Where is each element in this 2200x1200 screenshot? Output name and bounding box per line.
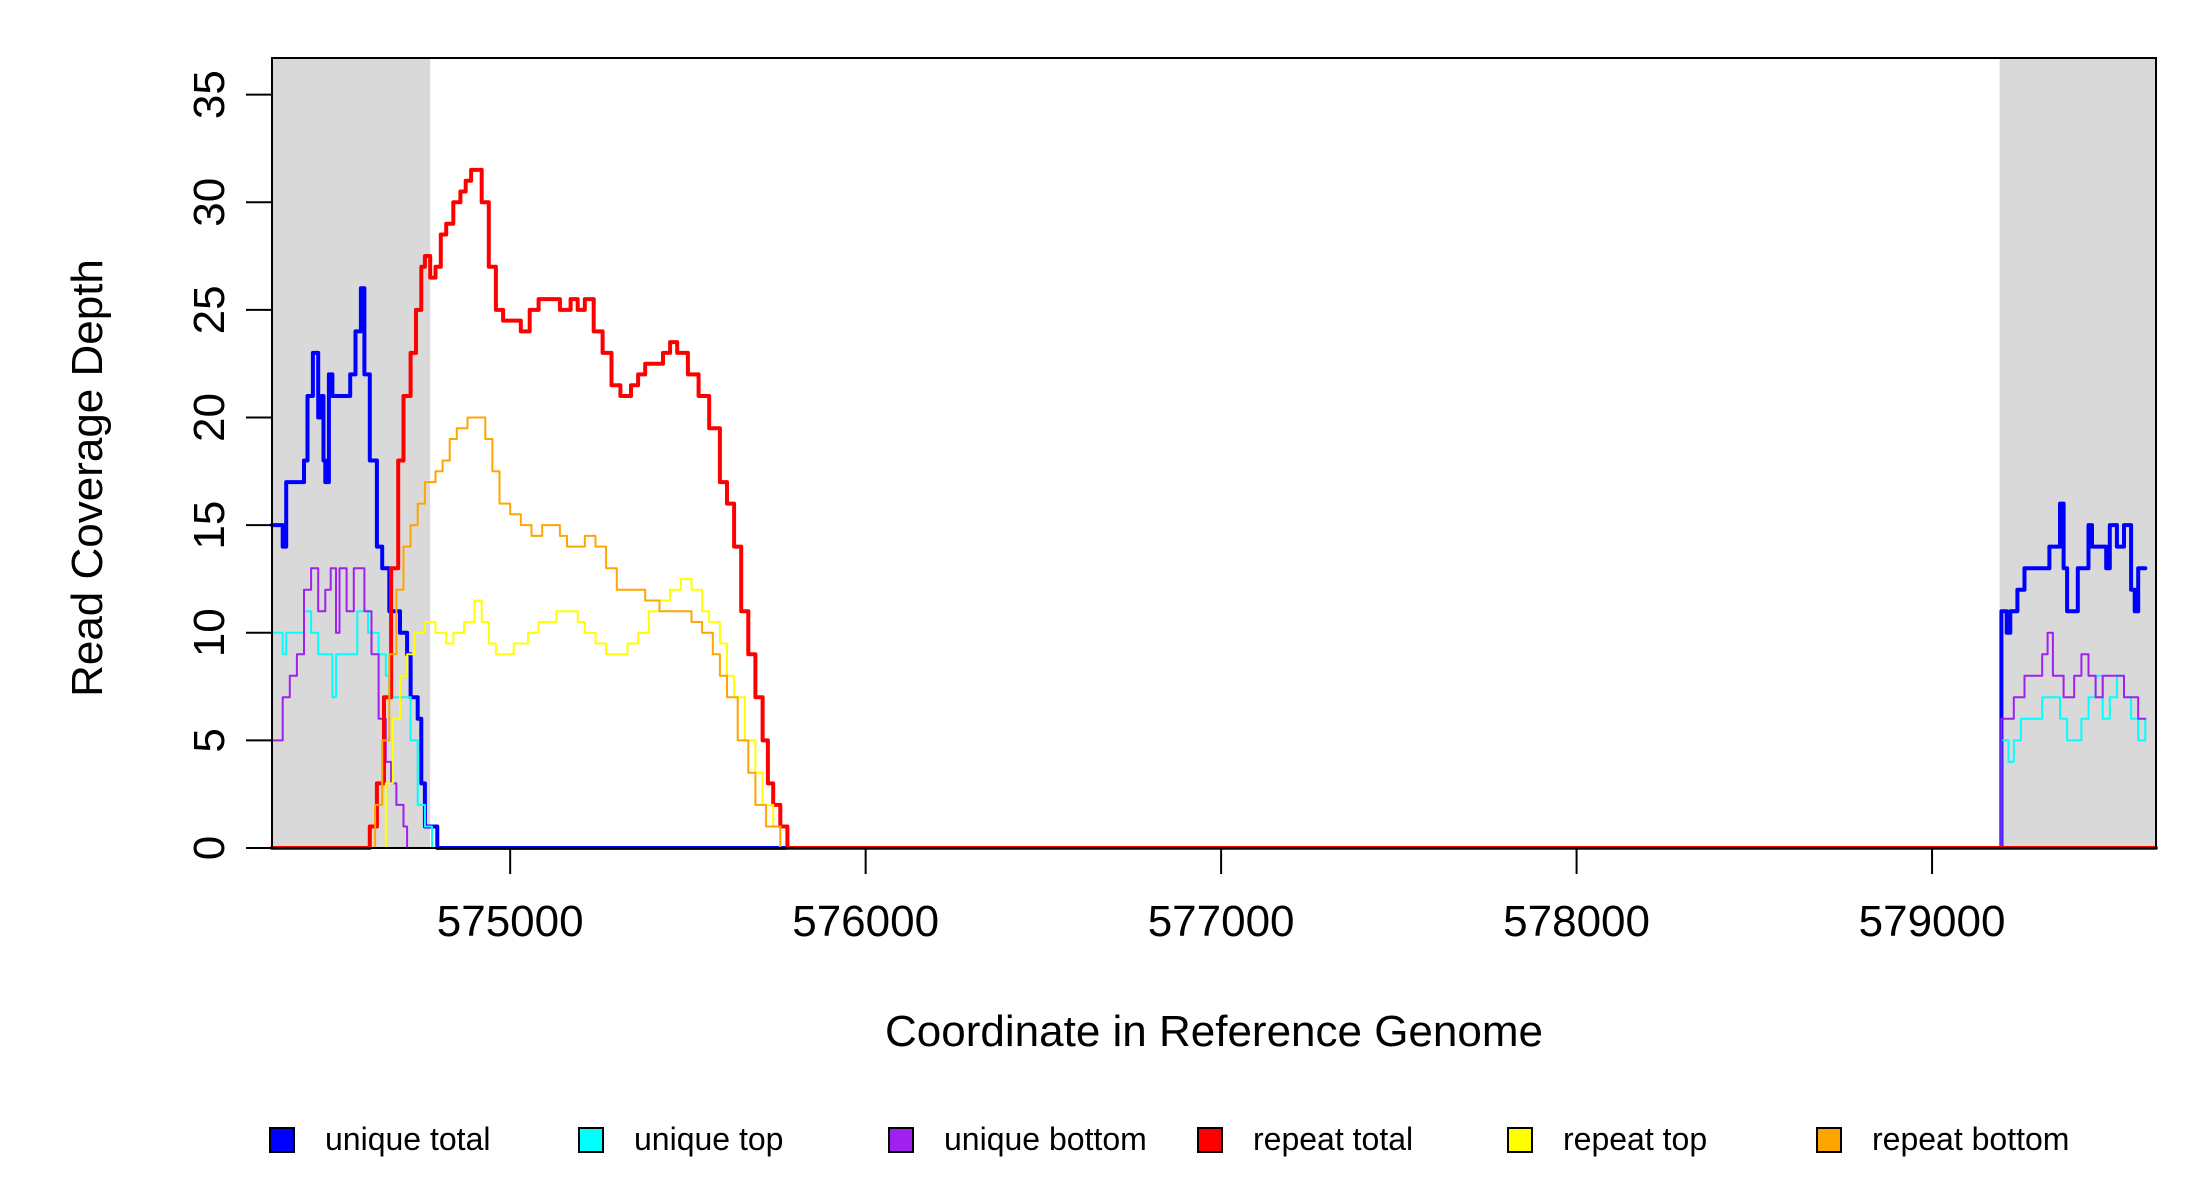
legend-swatch [888,1127,914,1153]
legend-label: repeat bottom [1872,1121,2069,1157]
y-axis-title: Read Coverage Depth [63,259,112,697]
y-tick-label: 25 [185,285,234,334]
series-line-repeat-top [271,577,2157,849]
series-lines [270,167,2158,850]
series-line-repeat-total [270,167,2158,850]
y-tick-label: 5 [185,728,234,752]
legend-label: unique bottom [944,1121,1147,1157]
series-line-unique-bottom [271,567,2147,849]
legend-swatch [578,1127,604,1153]
y-tick-label: 15 [185,501,234,550]
plot-frame [271,57,2157,849]
y-tick-label: 0 [185,836,234,860]
legend-item-repeat-total: repeat total [1197,1121,1413,1157]
legend-item-unique-bottom: unique bottom [888,1121,1147,1157]
legend-label: unique total [325,1121,490,1157]
y-tick-label: 30 [185,178,234,227]
legend-swatch [1197,1127,1223,1153]
x-tick-label: 577000 [1148,897,1295,946]
legend-label: repeat top [1563,1121,1707,1157]
legend-label: repeat total [1253,1121,1413,1157]
legend-item-repeat-bottom: repeat bottom [1816,1121,2069,1157]
legend-item-repeat-top: repeat top [1507,1121,1707,1157]
shaded-region-2 [1999,58,2156,848]
y-tick-label: 10 [185,608,234,657]
x-tick-label: 575000 [437,897,584,946]
y-tick-label: 20 [185,393,234,442]
y-tick-label: 35 [185,70,234,119]
shaded-region-1 [272,58,431,848]
series-line-unique-total [270,286,2148,850]
series-line-unique-top [271,610,2147,849]
y-axis: 0 5 10 15 20 25 30 35 [185,70,272,860]
legend-swatch [1507,1127,1533,1153]
x-tick-label: 578000 [1503,897,1650,946]
legend-swatch [1816,1127,1842,1153]
x-tick-label: 579000 [1859,897,2006,946]
legend-swatch [269,1127,295,1153]
series-line-repeat-bottom [271,416,2157,849]
legend-item-unique-total: unique total [269,1121,490,1157]
x-axis-title: Coordinate in Reference Genome [885,1007,1543,1056]
shaded-regions [272,58,2156,848]
legend: unique total unique top unique bottom repea… [269,1121,2069,1157]
x-tick-label: 576000 [792,897,939,946]
legend-label: unique top [634,1121,783,1157]
legend-item-unique-top: unique top [578,1121,783,1157]
x-axis: 575000 576000 577000 578000 579000 [437,848,2006,946]
